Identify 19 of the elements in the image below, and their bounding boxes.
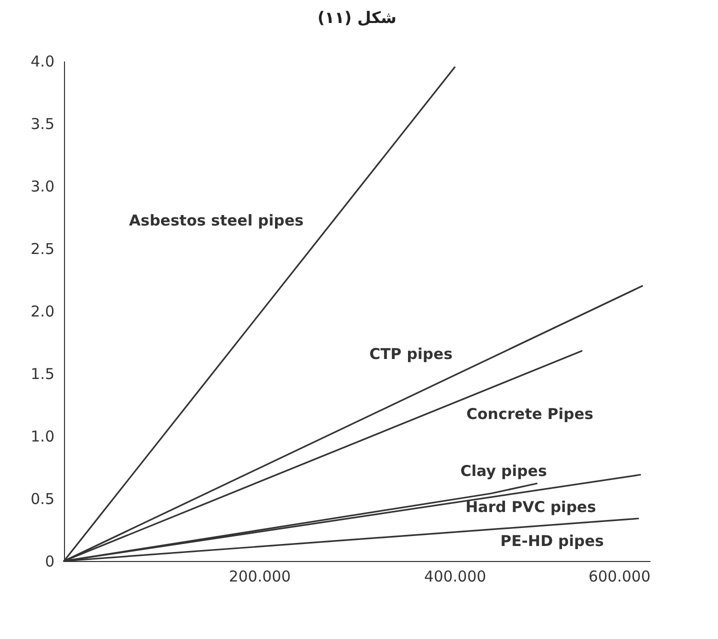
y-tick-label: 1.5 [30, 365, 54, 383]
series-label: Hard PVC pipes [465, 498, 596, 516]
chart-title: شكل (١١) [317, 8, 397, 27]
series-label: CTP pipes [369, 345, 453, 363]
series-label: Clay pipes [460, 462, 547, 480]
series-label: Asbestos steel pipes [129, 211, 304, 230]
y-tick-label: 2.5 [30, 240, 54, 258]
x-tick-label: 600.000 [588, 568, 650, 586]
y-tick-label: 3.5 [30, 115, 54, 133]
series-label: Concrete Pipes [466, 405, 594, 423]
x-tick-label: 400.000 [424, 568, 486, 586]
y-tick-label: 0 [44, 552, 54, 570]
y-tick-label: 0.5 [30, 490, 54, 508]
x-tick-label: 200.000 [228, 568, 291, 586]
series-label: PE-HD pipes [500, 532, 604, 550]
y-tick-label: 3.0 [30, 178, 54, 196]
y-tick-label: 4.0 [30, 52, 54, 70]
y-tick-label: 2.0 [30, 302, 54, 320]
y-tick-label: 1.0 [30, 428, 54, 446]
